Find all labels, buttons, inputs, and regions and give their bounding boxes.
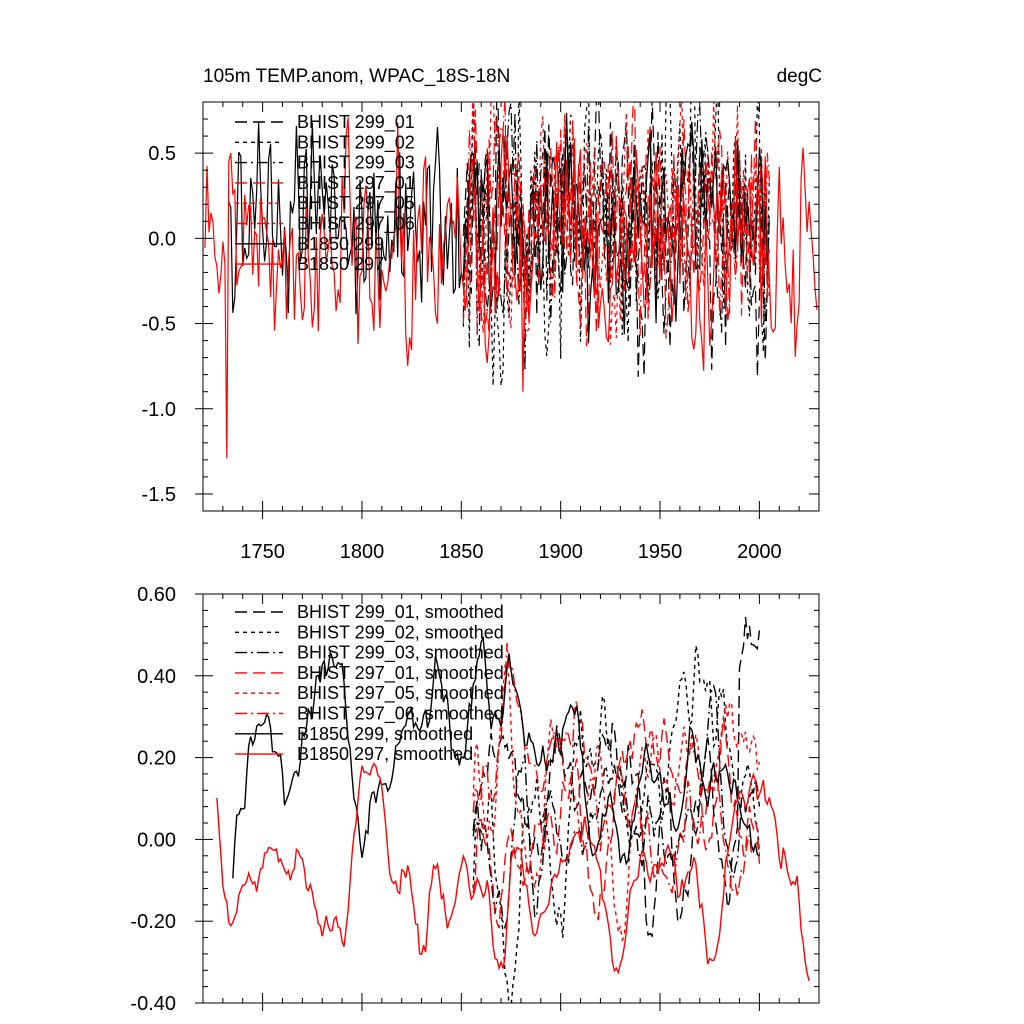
series-line-bhist-299-02-smoothed (472, 645, 761, 1003)
top-series-group (204, 102, 818, 459)
series-line-bhist-297-01 (462, 102, 770, 347)
legend-label: BHIST 299_02 (297, 132, 415, 153)
y-tick-label: -1.5 (142, 484, 176, 506)
legend-label: BHIST 297_06 (297, 214, 415, 235)
series-line-bhist-299-03-smoothed (472, 683, 761, 930)
top-axes: 1750 1800 1850 1900 1950 2000 -1.5 -1.0 -0.5 0.0 0… (142, 101, 819, 563)
series-line-b1850-297 (204, 117, 818, 459)
top-panel: 105m TEMP.anom, WPAC_18S-18N degC 1750 18… (142, 66, 822, 563)
legend-label: BHIST 297_01, smoothed (297, 663, 504, 684)
series-line-b1850-299 (228, 112, 768, 344)
series-line-bhist-299-03 (462, 103, 770, 372)
series-line-b1850-299-smoothed (232, 635, 760, 879)
series-line-b1850-297-smoothed (216, 762, 810, 982)
legend-label: B1850 299, smoothed (297, 724, 473, 744)
chart-title: 105m TEMP.anom, WPAC_18S-18N (203, 66, 510, 87)
y-tick-label: -0.5 (142, 314, 176, 336)
y-tick-label: 0.20 (137, 748, 176, 770)
series-line-bhist-297-05-smoothed (472, 663, 761, 943)
legend-label: B1850 299 (297, 234, 384, 254)
legend-label: BHIST 297_01 (297, 173, 415, 194)
y-tick-label: 0.00 (137, 829, 176, 851)
x-tick-label: 1850 (439, 541, 484, 563)
legend-label: B1850 297 (297, 254, 384, 274)
series-line-bhist-297-06-smoothed (472, 642, 761, 897)
bottom-panel: -0.40 -0.20 0.00 0.20 0.40 0.60 BHIST 299_01,… (130, 584, 820, 1015)
legend-label: BHIST 297_05 (297, 193, 415, 214)
bottom-plot-frame (202, 593, 820, 1004)
x-tick-label: 1800 (340, 541, 385, 563)
legend-label: BHIST 297_05, smoothed (297, 683, 504, 704)
series-line-bhist-297-06 (462, 102, 770, 339)
legend-label: BHIST 299_02, smoothed (297, 622, 504, 643)
legend-label: BHIST 299_01 (297, 112, 415, 133)
y-tick-label: -0.40 (130, 993, 176, 1015)
legend-label: BHIST 299_03 (297, 153, 415, 174)
y-tick-label: 0.0 (148, 228, 176, 250)
x-tick-label: 1750 (240, 541, 285, 563)
units-label: degC (777, 66, 822, 87)
x-tick-label: 2000 (737, 541, 782, 563)
y-tick-label: 0.60 (137, 584, 176, 606)
legend-label: B1850 297, smoothed (297, 744, 473, 764)
x-tick-label: 1900 (538, 541, 583, 563)
x-tick-label: 1950 (638, 541, 683, 563)
legend-label: BHIST 299_01, smoothed (297, 602, 504, 623)
top-plot-frame (202, 101, 820, 512)
y-tick-label: -1.0 (142, 399, 176, 421)
y-tick-label: -0.20 (130, 911, 176, 933)
y-tick-label: 0.40 (137, 666, 176, 688)
legend-label: BHIST 299_03, smoothed (297, 643, 504, 664)
bottom-series-group (216, 616, 810, 1003)
series-line-bhist-297-01-smoothed (472, 709, 761, 929)
y-tick-label: 0.5 (148, 143, 176, 165)
bottom-axes: -0.40 -0.20 0.00 0.20 0.40 0.60 (130, 584, 819, 1015)
legend-label: BHIST 297_06, smoothed (297, 704, 504, 725)
